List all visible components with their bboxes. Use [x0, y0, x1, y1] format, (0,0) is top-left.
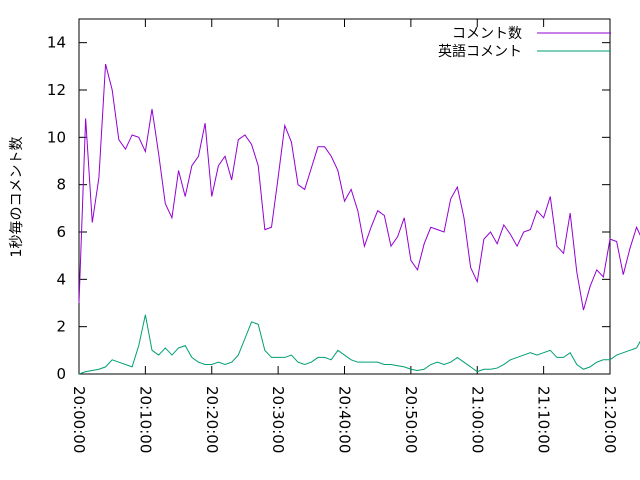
- y-tick-label: 0: [56, 365, 66, 383]
- series-layer: [78, 63, 640, 375]
- y-tick-label: 14: [47, 34, 66, 52]
- y-tick-label: 8: [56, 176, 66, 194]
- y-axis-ticks: 0 2 4 6 8 10 12 14: [47, 34, 610, 383]
- x-tick-label: 21:10:00: [535, 386, 553, 453]
- y-tick-label: 4: [56, 270, 66, 288]
- legend-label-1: コメント数: [452, 26, 522, 42]
- x-tick-label: 20:50:00: [402, 386, 420, 453]
- x-tick-label: 20:00:00: [70, 386, 88, 453]
- x-tick-label: 20:40:00: [336, 386, 354, 453]
- legend-label-2: 英語コメント: [438, 43, 522, 60]
- y-tick-label: 2: [56, 318, 66, 336]
- y-axis-title: 1秒毎のコメント数: [9, 137, 25, 258]
- x-axis-ticks: 20:00:00 20:10:00 20:20:00 20:30:00 20:40:00…: [70, 19, 619, 453]
- x-tick-label: 21:00:00: [468, 386, 486, 453]
- x-tick-label: 21:20:00: [601, 386, 619, 453]
- y-tick-label: 6: [56, 223, 66, 241]
- x-tick-label: 20:20:00: [203, 386, 221, 453]
- series-line-2: [78, 314, 640, 375]
- series-line-1: [78, 63, 640, 311]
- plot-frame: [78, 18, 611, 375]
- y-tick-label: 12: [47, 81, 66, 99]
- x-tick-label: 20:30:00: [269, 386, 287, 453]
- plot-border: [78, 18, 611, 375]
- y-tick-label: 10: [47, 128, 66, 146]
- x-tick-label: 20:10:00: [136, 386, 154, 453]
